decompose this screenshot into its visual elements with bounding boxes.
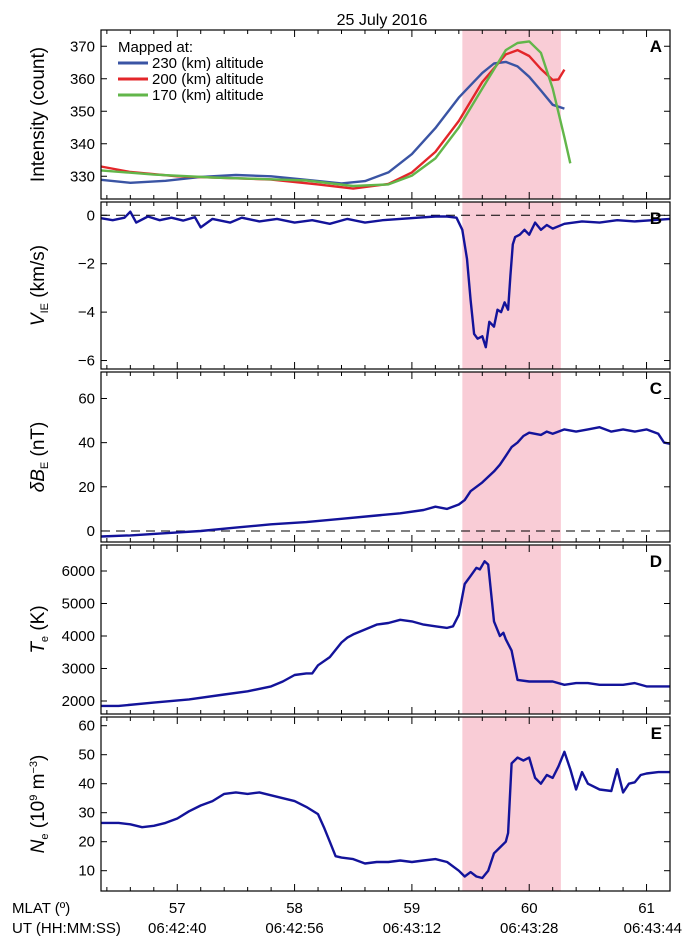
- series-line-1: [100, 60, 565, 185]
- panel-frame: [100, 371, 671, 543]
- y-tick-label: 2000: [62, 693, 95, 710]
- y-tick-label: 10: [78, 863, 95, 880]
- bottom-axis: MLAT (º) UT (HH:MM:SS) 57 06:42:40 58 06:42…: [12, 900, 682, 937]
- highlight-band: [462, 717, 561, 891]
- mlat-tick-label: 61: [638, 900, 655, 917]
- y-tick-label: 0: [87, 207, 95, 224]
- y-tick-label: 60: [78, 390, 95, 407]
- y-tick-label: 370: [70, 38, 95, 55]
- y-axis-title: δBE (nT): [28, 422, 51, 493]
- legend-entry: 230 (km) altitude: [152, 55, 264, 72]
- y-tick-label: −2: [78, 256, 95, 273]
- y-axis-title: Te (K): [28, 605, 51, 653]
- panel-a: 330 340 350 360 370 A Intensity (count) Mapped …: [28, 29, 671, 200]
- panel-b: −6 −4 −2 0 B VIE (km/s): [28, 201, 671, 370]
- series-line-1: [101, 750, 670, 880]
- mlat-tick-label: 58: [286, 900, 303, 917]
- y-tick-label: 5000: [62, 596, 95, 613]
- mlat-tick-label: 59: [404, 900, 421, 917]
- panel-frame: [100, 716, 671, 892]
- y-tick-label: −6: [78, 353, 95, 370]
- y-tick-label: 60: [78, 718, 95, 735]
- series-line-3: [100, 40, 572, 188]
- panels: 330 340 350 360 370 A Intensity (count) Mapped …: [28, 29, 671, 892]
- mlat-axis-label: MLAT (º): [12, 900, 70, 917]
- panel-d: 2000 3000 4000 5000 6000 D Te (K): [28, 544, 671, 715]
- mlat-tick-label: 57: [169, 900, 186, 917]
- panel-frame: [100, 29, 671, 200]
- panel-frame: [100, 544, 671, 715]
- y-tick-label: 330: [70, 168, 95, 185]
- highlight-band: [462, 30, 561, 199]
- y-tick-label: 40: [78, 435, 95, 452]
- y-tick-label: 50: [78, 747, 95, 764]
- legend-entry: 200 (km) altitude: [152, 71, 264, 88]
- ut-tick-label: 06:42:40: [148, 920, 206, 937]
- panel-letter: D: [650, 552, 662, 571]
- y-axis-title: VIE (km/s): [28, 245, 51, 326]
- legend-title: Mapped at:: [118, 39, 193, 56]
- y-tick-label: 3000: [62, 661, 95, 678]
- ut-axis-label: UT (HH:MM:SS): [12, 920, 121, 937]
- y-axis-title: Intensity (count): [28, 47, 49, 182]
- panel-letter: C: [650, 379, 662, 398]
- y-tick-label: 30: [78, 805, 95, 822]
- ut-tick-label: 06:43:28: [500, 920, 558, 937]
- y-tick-label: 340: [70, 136, 95, 153]
- ut-tick-label: 06:43:44: [624, 920, 682, 937]
- highlight-band: [462, 202, 561, 369]
- figure-title: 25 July 2016: [337, 12, 428, 29]
- legend-entry: 170 (km) altitude: [152, 87, 264, 104]
- y-tick-label: 4000: [62, 628, 95, 645]
- panel-letter: B: [650, 209, 662, 228]
- y-tick-label: 20: [78, 834, 95, 851]
- y-tick-label: 40: [78, 776, 95, 793]
- y-tick-label: 350: [70, 103, 95, 120]
- series-line-1: [100, 426, 671, 538]
- mlat-tick-label: 60: [521, 900, 538, 917]
- y-tick-label: −4: [78, 304, 95, 321]
- y-tick-label: 20: [78, 479, 95, 496]
- panel-e: 10 20 30 40 50 60 E Ne (109 m−3): [28, 716, 671, 892]
- series-line-1: [100, 210, 671, 349]
- highlight-band: [462, 372, 561, 542]
- panel-letter: A: [650, 37, 662, 56]
- highlight-band: [462, 545, 561, 714]
- ut-tick-label: 06:42:56: [265, 920, 323, 937]
- y-tick-label: 0: [87, 523, 95, 540]
- panel-letter: E: [651, 724, 662, 743]
- series-line-1: [101, 560, 670, 708]
- y-axis-title: Ne (109 m−3): [28, 755, 51, 854]
- ut-tick-label: 06:43:12: [383, 920, 441, 937]
- y-tick-label: 6000: [62, 563, 95, 580]
- y-tick-label: 360: [70, 71, 95, 88]
- panel-frame: [100, 201, 671, 370]
